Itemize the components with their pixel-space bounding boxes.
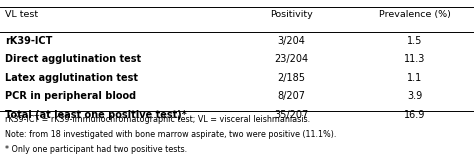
Text: 23/204: 23/204 [274,54,309,64]
Text: Total (at least one positive test)*: Total (at least one positive test)* [5,110,186,120]
Text: 8/207: 8/207 [277,91,306,101]
Text: 35/207: 35/207 [274,110,309,120]
Text: 11.3: 11.3 [404,54,426,64]
Text: Direct agglutination test: Direct agglutination test [5,54,141,64]
Text: rK39-ICT = rK39-immunochromatographic test; VL = visceral leishmaniasis.: rK39-ICT = rK39-immunochromatographic te… [5,115,310,124]
Text: * Only one participant had two positive tests.: * Only one participant had two positive … [5,145,187,154]
Text: 3/204: 3/204 [278,36,305,46]
Text: 1.5: 1.5 [407,36,422,46]
Text: Positivity: Positivity [270,10,313,19]
Text: Prevalence (%): Prevalence (%) [379,10,451,19]
Text: Note: from 18 investigated with bone marrow aspirate, two were positive (11.1%).: Note: from 18 investigated with bone mar… [5,130,336,139]
Text: 2/185: 2/185 [277,73,306,83]
Text: rK39-ICT: rK39-ICT [5,36,52,46]
Text: 16.9: 16.9 [404,110,426,120]
Text: VL test: VL test [5,10,38,19]
Text: 3.9: 3.9 [407,91,422,101]
Text: 1.1: 1.1 [407,73,422,83]
Text: PCR in peripheral blood: PCR in peripheral blood [5,91,136,101]
Text: Latex agglutination test: Latex agglutination test [5,73,138,83]
